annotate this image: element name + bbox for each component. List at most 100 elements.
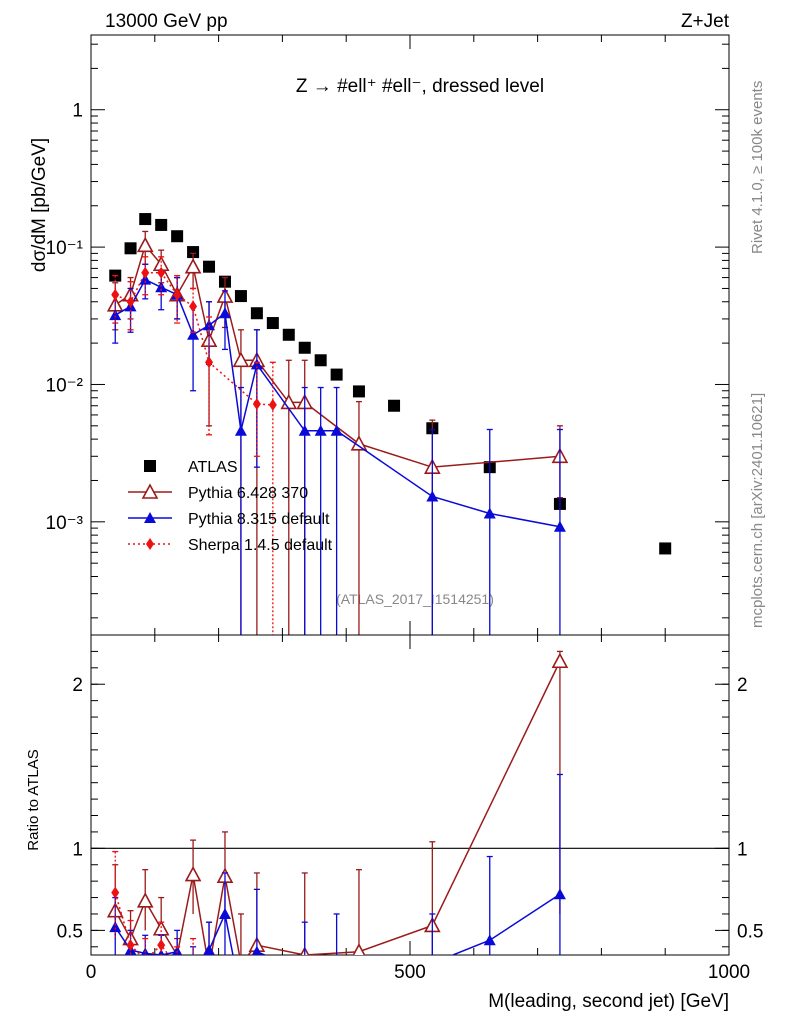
ratio-series-pythia-8-315-default [109, 773, 566, 1001]
data-point [189, 300, 198, 313]
data-point [330, 368, 343, 381]
ratio-y-tick-label: 1 [72, 839, 83, 860]
ratio-point [203, 944, 215, 955]
series-atlas [109, 213, 672, 555]
data-point [139, 273, 152, 285]
legend-label: Pythia 6.428 370 [188, 485, 308, 502]
data-point [282, 328, 295, 341]
main-y-label: dσ/dM [pb/GeV] [29, 138, 50, 272]
data-point [352, 385, 365, 398]
ratio-point [426, 957, 438, 968]
y-tick-label: 10⁻³ [46, 513, 84, 534]
ratio-point [202, 961, 216, 974]
ratio-point [299, 965, 311, 976]
analysis-watermark: (ATLAS_2017_I1514251) [336, 591, 494, 607]
ratio-point [251, 945, 262, 955]
y-tick-label: 1 [72, 101, 83, 122]
ratio-point [157, 939, 166, 952]
data-point [298, 341, 311, 354]
data-point [111, 288, 120, 301]
legend: ATLAS Pythia 6.428 370 Pythia 8.315 defaul… [128, 459, 333, 554]
x-axis-label: M(leading, second jet) [GeV] [488, 991, 729, 1012]
data-point [314, 354, 327, 367]
data-point [139, 213, 152, 226]
data-point [268, 398, 277, 411]
data-point [266, 317, 279, 330]
data-point [203, 260, 216, 273]
data-point [187, 246, 200, 259]
data-point [184, 258, 202, 274]
ratio-series-sherpa-1-4-5-default [111, 850, 197, 972]
data-point [553, 520, 566, 532]
ratio-y-tick-label-right: 0.5 [737, 921, 763, 942]
main-panel-frame [90, 34, 730, 636]
main-data [106, 213, 672, 635]
ratio-point [144, 953, 146, 955]
header-left: 13000 GeV pp [105, 11, 228, 32]
ratio-point [184, 865, 202, 882]
data-point [250, 307, 263, 320]
ratio-point [553, 888, 566, 900]
main-axes: 10⁻³ 10⁻² 10⁻¹ 1 [46, 35, 730, 635]
legend-label: Sherpa 1.4.5 default [188, 537, 333, 554]
ratio-point [189, 957, 197, 969]
ratio-point [235, 990, 247, 1001]
ratio-point [126, 939, 135, 952]
legend-label: ATLAS [188, 459, 238, 476]
ratio-point [187, 964, 199, 975]
series-line [114, 278, 561, 528]
data-point [203, 319, 216, 331]
ratio-point [136, 892, 154, 908]
data-point [388, 399, 401, 412]
data-point [483, 507, 496, 519]
x-tick-label: 1000 [708, 962, 750, 983]
ratio-line [114, 660, 561, 955]
ratio-point [111, 886, 120, 899]
ratio-data [106, 650, 569, 1001]
ratio-axes: 0.5 0.5 1 1 2 2 0 500 1000 [57, 635, 763, 983]
ratio-point [551, 652, 569, 669]
legend-marker [141, 483, 159, 499]
legend-marker [146, 538, 154, 550]
ratio-point [173, 960, 181, 972]
legend-label: Pythia 8.315 default [188, 511, 330, 528]
data-point [234, 424, 247, 436]
ratio-line [114, 892, 170, 955]
legend-marker [144, 512, 156, 523]
ratio-y-tick-label-right: 2 [737, 675, 748, 696]
data-point [659, 542, 672, 555]
data-point [157, 266, 166, 279]
ratio-point [109, 921, 122, 933]
data-point [218, 307, 231, 319]
data-point [314, 424, 327, 436]
data-point [171, 230, 184, 243]
data-point [126, 295, 135, 308]
source-label: mcplots.cern.ch [arXiv:2401.10621] [749, 393, 766, 628]
ratio-y-tick-label: 0.5 [57, 921, 83, 942]
y-tick-label: 10⁻² [46, 375, 84, 396]
x-tick-label: 500 [394, 962, 426, 983]
ratio-point [172, 945, 183, 955]
data-point [205, 356, 214, 369]
data-point [298, 424, 311, 436]
ratio-point [483, 934, 496, 946]
ratio-y-tick-label: 2 [72, 675, 83, 696]
x-tick-label: 0 [86, 962, 97, 983]
data-point [187, 328, 200, 340]
rivet-label: Rivet 4.1.0, ≥ 100k events [749, 81, 766, 254]
data-point [109, 309, 122, 321]
data-point [136, 236, 154, 253]
data-point [155, 218, 168, 231]
ratio-y-tick-label-right: 1 [737, 839, 748, 860]
series-sherpa-1-4-5-default [111, 256, 277, 635]
y-tick-label: 10⁻¹ [46, 238, 84, 259]
legend-marker [144, 460, 156, 472]
header-right: Z+Jet [681, 11, 730, 32]
data-point [232, 351, 250, 368]
process-label: Z → #ell⁺ #ell⁻, dressed level [296, 76, 544, 97]
ratio-y-label: Ratio to ATLAS [25, 749, 42, 850]
ratio-point [331, 974, 343, 985]
ratio-point [352, 943, 366, 955]
data-point [426, 490, 439, 502]
